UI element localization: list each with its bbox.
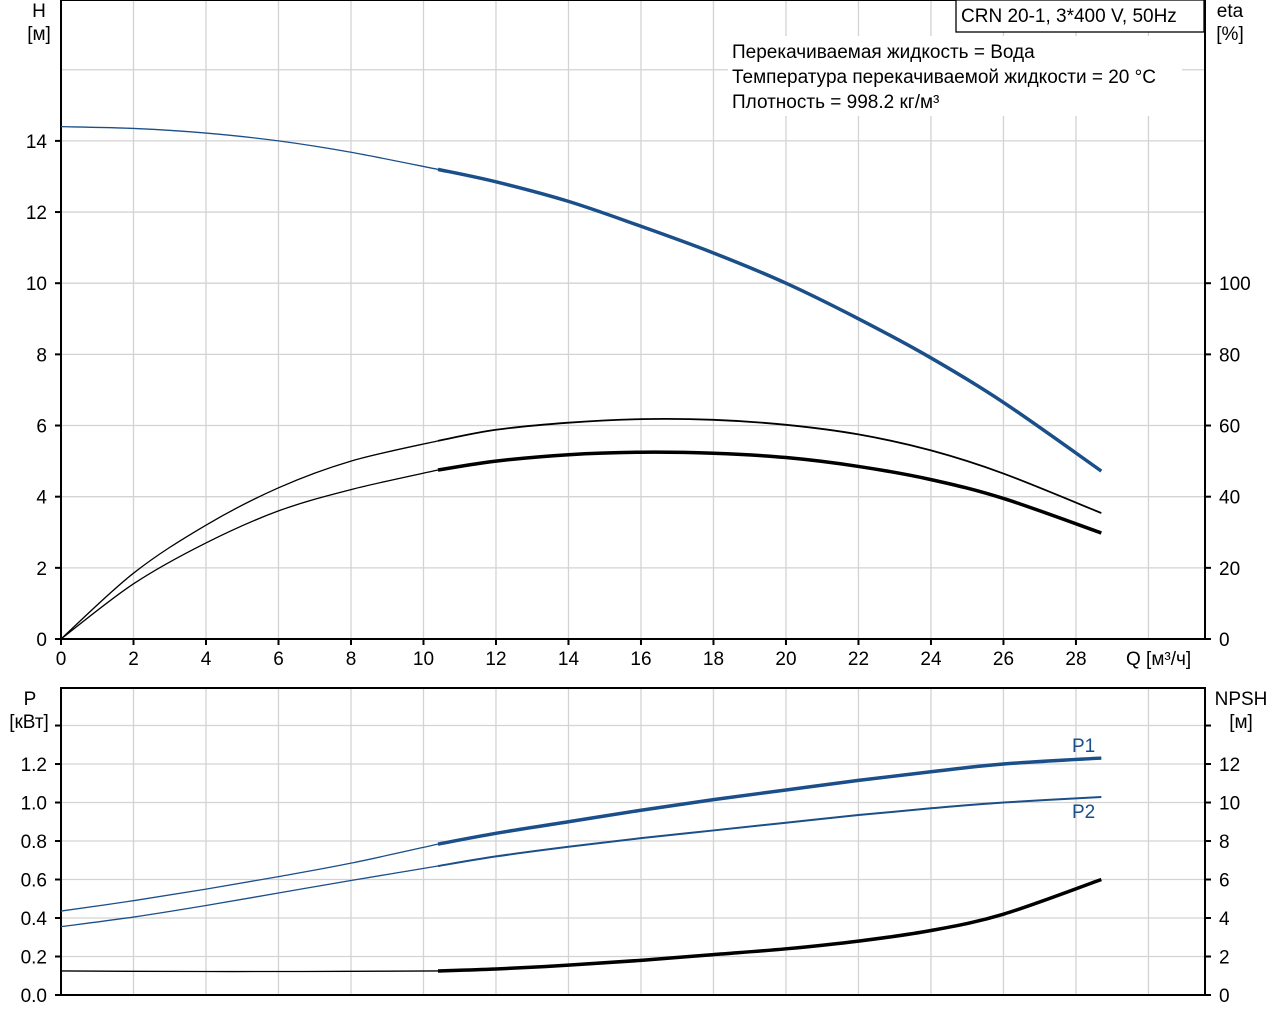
- y-axis-label: H: [32, 1, 46, 22]
- info-line: Температура перекачиваемой жидкости = 20…: [732, 67, 1156, 88]
- plot-frame: [60, 0, 1206, 640]
- x-tick-label: 12: [485, 649, 506, 670]
- y-tick-label: 1.2: [21, 755, 47, 776]
- info-background: [728, 36, 1182, 116]
- series-eta-upper-extended: [60, 440, 439, 640]
- y2-tick-label: 40: [1219, 488, 1240, 509]
- y-tick-label: 0.4: [21, 909, 48, 930]
- series-H-operating: [437, 167, 1103, 473]
- y-tick-label: 0.6: [21, 871, 47, 892]
- x-tick-label: 28: [1065, 649, 1086, 670]
- y-tick-label: 2: [36, 559, 47, 580]
- y-tick-label: 0.0: [21, 986, 47, 1007]
- x-tick-label: 8: [346, 649, 357, 670]
- y-tick-label: 1.0: [21, 794, 47, 815]
- y-tick-label: 6: [36, 417, 47, 438]
- x-tick-label: 16: [630, 649, 651, 670]
- y2-axis-unit: [м]: [1229, 712, 1253, 733]
- x-tick-label: 18: [703, 649, 724, 670]
- x-tick-label: 4: [201, 649, 212, 670]
- series-label-P2: P2: [1072, 802, 1095, 823]
- title-box: [955, 0, 1205, 33]
- x-tick-label: 14: [558, 649, 580, 670]
- series-eta-upper-operating: [437, 417, 1102, 514]
- x-tick-label: 6: [273, 649, 284, 670]
- series-P2-operating: [437, 795, 1102, 868]
- y-tick-label: 0.8: [21, 832, 47, 853]
- y2-tick-label: 0: [1219, 986, 1230, 1007]
- series-label-P1: P1: [1072, 736, 1095, 757]
- x-tick-label: 0: [56, 649, 67, 670]
- x-tick-label: 10: [413, 649, 434, 670]
- info-line: Плотность = 998.2 кг/м³: [732, 92, 939, 113]
- series-P2-extended: [60, 865, 439, 928]
- head-efficiency-chart: 0 2 4 6 8 10 12 14 16 18 20 22 24 26 28024681012140204…: [26, 0, 1251, 670]
- y-tick-label: 4: [36, 488, 47, 509]
- series-P1-operating: [437, 756, 1102, 846]
- y2-axis-label: eta: [1217, 1, 1244, 22]
- series-eta-lower-operating: [437, 450, 1102, 535]
- y2-tick-label: 100: [1219, 274, 1251, 295]
- x-axis-label: Q [м³/ч]: [1126, 649, 1191, 670]
- y-tick-label: 0: [36, 630, 47, 651]
- x-tick-label: 2: [128, 649, 139, 670]
- y2-tick-label: 20: [1219, 559, 1240, 580]
- y2-tick-label: 2: [1219, 948, 1230, 969]
- y-tick-label: 14: [26, 132, 48, 153]
- y2-tick-label: 10: [1219, 794, 1240, 815]
- y-tick-label: 0.2: [21, 948, 47, 969]
- series-NPSH-extended: [60, 970, 438, 973]
- y-tick-label: 12: [26, 203, 47, 224]
- x-tick-label: 20: [775, 649, 796, 670]
- y2-tick-label: 60: [1219, 417, 1240, 438]
- series-NPSH-operating: [437, 877, 1102, 973]
- y-axis-label: P: [24, 689, 37, 710]
- info-line: Перекачиваемая жидкость = Вода: [732, 42, 1035, 63]
- y2-tick-label: 4: [1219, 909, 1230, 930]
- y2-tick-label: 6: [1219, 871, 1230, 892]
- y-tick-label: 8: [36, 345, 47, 366]
- x-tick-label: 22: [848, 649, 869, 670]
- power-npsh-chart: 0.0 0.2 0.4 0.6 0.8 1.0 1.2 0 2 4 6 8 10 12 P[кВт] NPSH…: [9, 687, 1268, 1007]
- y-axis-unit: [кВт]: [9, 712, 49, 733]
- y2-tick-label: 0: [1219, 630, 1230, 651]
- chart-title: CRN 20-1, 3*400 V, 50Hz: [961, 6, 1177, 27]
- series-H-extended: [60, 126, 439, 170]
- series-eta-lower-extended: [60, 469, 439, 640]
- y2-tick-label: 80: [1219, 345, 1240, 366]
- y2-tick-label: 8: [1219, 832, 1230, 853]
- y-axis-unit: [м]: [27, 24, 51, 45]
- x-tick-label: 24: [920, 649, 942, 670]
- y2-axis-label: NPSH: [1215, 689, 1268, 710]
- series-P1-extended: [60, 843, 439, 912]
- x-tick-label: 26: [993, 649, 1014, 670]
- y-tick-label: 10: [26, 274, 47, 295]
- y2-tick-label: 12: [1219, 755, 1240, 776]
- y2-axis-unit: [%]: [1216, 24, 1243, 45]
